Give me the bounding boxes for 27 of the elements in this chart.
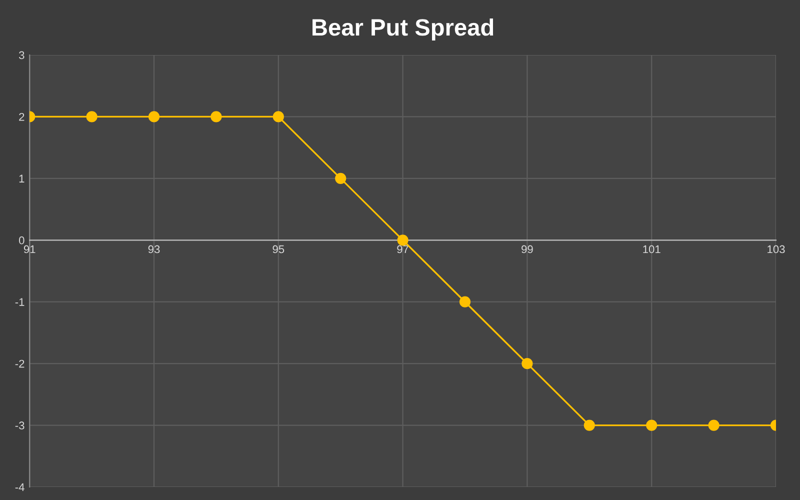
- point: [397, 234, 408, 246]
- point: [522, 358, 533, 370]
- x-tick-label: 93: [148, 245, 160, 254]
- y-tick-label: -2: [15, 360, 24, 368]
- point: [708, 420, 720, 431]
- point: [148, 111, 160, 122]
- y-tick-label: 3: [18, 51, 24, 60]
- x-tick-label: 97: [397, 245, 408, 254]
- point: [272, 111, 284, 122]
- y-tick-label: -1: [15, 298, 24, 306]
- y-tick-label: -3: [15, 422, 24, 430]
- x-tick-label: 95: [272, 245, 284, 254]
- y-tick-label: 1: [19, 174, 24, 182]
- y-tick-label: 0: [18, 236, 24, 244]
- chart-title: Bear Put Spread: [312, 18, 494, 40]
- x-tick-label: 99: [522, 245, 533, 254]
- point: [210, 111, 222, 122]
- point: [335, 172, 346, 184]
- point: [86, 111, 98, 122]
- point: [459, 296, 471, 308]
- y-tick-label: -4: [15, 483, 24, 492]
- point: [584, 420, 595, 431]
- x-tick-label: 91: [24, 245, 36, 254]
- x-tick-label: 103: [768, 245, 785, 254]
- point: [646, 420, 658, 431]
- y-tick-label: 2: [19, 112, 24, 121]
- x-tick-label: 101: [643, 245, 660, 254]
